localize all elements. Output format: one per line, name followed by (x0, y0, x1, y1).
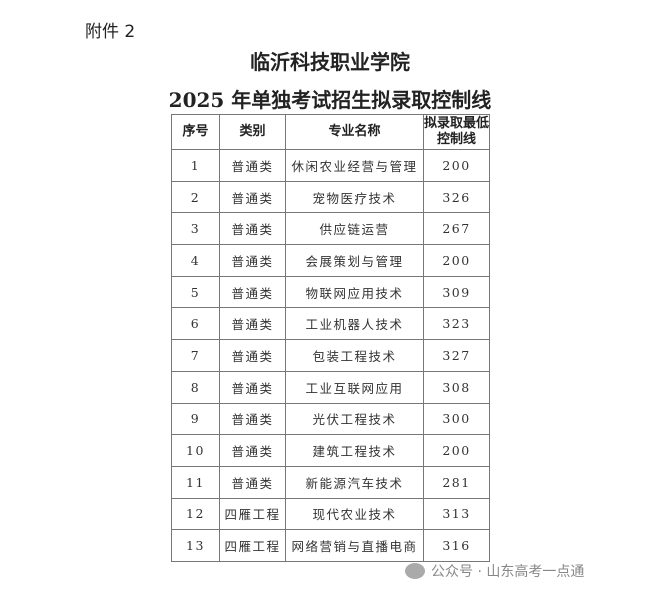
cell-major: 新能源汽车技术 (285, 465, 424, 499)
cell-min-score: 200 (423, 149, 490, 182)
cell-major: 休闲农业经营与管理 (285, 149, 424, 182)
cell-major: 网络营销与直播电商 (285, 529, 424, 562)
cell-min-score: 200 (423, 434, 490, 467)
document-subtitle: 2025 年单独考试招生拟录取控制线 (168, 88, 492, 112)
cell-category: 四雁工程 (219, 529, 286, 562)
cell-category: 普通类 (219, 307, 286, 341)
cell-min-score: 267 (423, 212, 490, 246)
cell-index: 5 (171, 275, 220, 309)
cell-min-score: 327 (423, 339, 490, 372)
table-row: 5 普通类 物联网应用技术 309 (171, 275, 490, 309)
table-row: 9 普通类 光伏工程技术 300 (171, 402, 490, 436)
score-table: 序号 类别 专业名称 拟录取最低控制线 1 普通类 休闲农业经营与管理 200 2 普通类… (171, 114, 490, 562)
cell-category: 普通类 (219, 149, 286, 182)
cell-min-score: 281 (423, 465, 490, 499)
cell-min-score: 309 (423, 275, 490, 309)
table-row: 4 普通类 会展策划与管理 200 (171, 244, 490, 277)
cell-index: 4 (171, 244, 220, 277)
cell-major: 工业互联网应用 (285, 370, 424, 404)
cell-category: 普通类 (219, 370, 286, 404)
cell-major: 包装工程技术 (285, 339, 424, 372)
table-row: 7 普通类 包装工程技术 327 (171, 339, 490, 372)
header-major: 专业名称 (285, 114, 424, 150)
cell-index: 7 (171, 339, 220, 372)
cell-min-score: 308 (423, 370, 490, 404)
cell-category: 四雁工程 (219, 497, 286, 531)
table-row: 6 普通类 工业机器人技术 323 (171, 307, 490, 341)
header-category: 类别 (219, 114, 286, 150)
document-title: 临沂科技职业学院 (250, 50, 410, 74)
cell-index: 3 (171, 212, 220, 246)
cell-index: 13 (171, 529, 220, 562)
cell-category: 普通类 (219, 180, 286, 214)
cell-major: 现代农业技术 (285, 497, 424, 531)
cell-major: 会展策划与管理 (285, 244, 424, 277)
table-row: 3 普通类 供应链运营 267 (171, 212, 490, 246)
cell-min-score: 326 (423, 180, 490, 214)
cell-major: 光伏工程技术 (285, 402, 424, 436)
cell-category: 普通类 (219, 339, 286, 372)
cell-major: 供应链运营 (285, 212, 424, 246)
header-min-score: 拟录取最低控制线 (423, 114, 490, 150)
watermark: 公众号 · 山东高考一点通 (405, 561, 584, 581)
cell-min-score: 313 (423, 497, 490, 531)
table-header-row: 序号 类别 专业名称 拟录取最低控制线 (171, 114, 490, 150)
cell-min-score: 323 (423, 307, 490, 341)
table-row: 8 普通类 工业互联网应用 308 (171, 370, 490, 404)
table-row: 10 普通类 建筑工程技术 200 (171, 434, 490, 467)
header-index: 序号 (171, 114, 220, 150)
cell-index: 2 (171, 180, 220, 214)
cell-min-score: 316 (423, 529, 490, 562)
wechat-icon (405, 563, 425, 579)
table-row: 13 四雁工程 网络营销与直播电商 316 (171, 529, 490, 562)
table-row: 11 普通类 新能源汽车技术 281 (171, 465, 490, 499)
cell-major: 建筑工程技术 (285, 434, 424, 467)
cell-index: 12 (171, 497, 220, 531)
table-row: 12 四雁工程 现代农业技术 313 (171, 497, 490, 531)
cell-category: 普通类 (219, 275, 286, 309)
watermark-text: 公众号 · 山东高考一点通 (431, 564, 585, 580)
cell-category: 普通类 (219, 212, 286, 246)
cell-index: 6 (171, 307, 220, 341)
cell-min-score: 200 (423, 244, 490, 277)
table-row: 1 普通类 休闲农业经营与管理 200 (171, 149, 490, 182)
cell-category: 普通类 (219, 244, 286, 277)
cell-category: 普通类 (219, 434, 286, 467)
cell-major: 宠物医疗技术 (285, 180, 424, 214)
cell-category: 普通类 (219, 402, 286, 436)
attachment-label: 附件 2 (85, 22, 136, 42)
cell-index: 9 (171, 402, 220, 436)
cell-index: 8 (171, 370, 220, 404)
cell-category: 普通类 (219, 465, 286, 499)
cell-index: 11 (171, 465, 220, 499)
cell-min-score: 300 (423, 402, 490, 436)
cell-index: 1 (171, 149, 220, 182)
table-row: 2 普通类 宠物医疗技术 326 (171, 180, 490, 214)
cell-major: 物联网应用技术 (285, 275, 424, 309)
cell-major: 工业机器人技术 (285, 307, 424, 341)
cell-index: 10 (171, 434, 220, 467)
